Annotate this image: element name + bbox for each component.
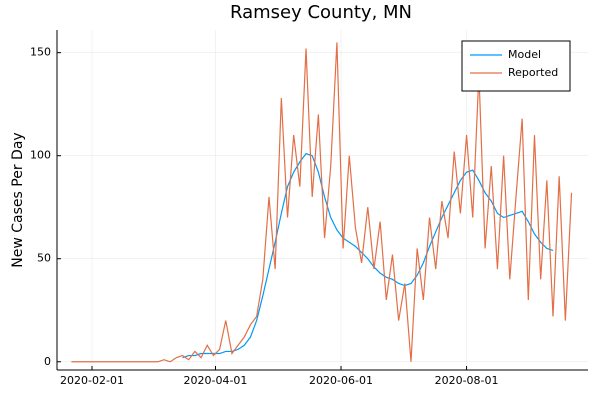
legend-label: Reported	[508, 66, 558, 79]
x-tick-label: 2020-06-01	[309, 374, 373, 387]
y-tick-label: 150	[30, 46, 51, 59]
legend-label: Model	[508, 48, 541, 61]
x-tick-label: 2020-04-01	[184, 374, 248, 387]
legend-box	[461, 40, 571, 92]
y-tick-label: 0	[44, 355, 51, 368]
y-tick-label: 50	[37, 252, 51, 265]
chart-title: Ramsey County, MN	[230, 2, 412, 23]
x-tick-label: 2020-08-01	[435, 374, 499, 387]
y-axis-label: New Cases Per Day	[10, 132, 26, 267]
x-tick-label: 2020-02-01	[60, 374, 124, 387]
series-line	[71, 42, 573, 363]
series-line	[182, 152, 554, 359]
y-tick-label: 100	[30, 149, 51, 162]
